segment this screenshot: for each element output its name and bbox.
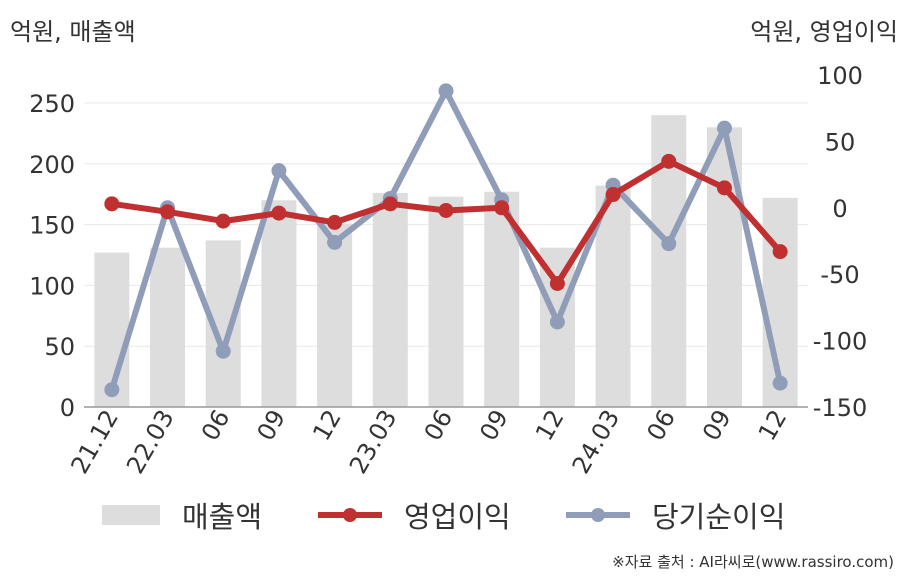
x-tick-label: 06 (196, 405, 236, 445)
point-op (271, 205, 287, 221)
point-net (438, 83, 454, 99)
legend-item-op: 영업이익 (318, 490, 511, 540)
point-op (104, 196, 120, 212)
bar-revenue (428, 196, 464, 407)
bar-revenue (372, 192, 408, 407)
x-tick-label: 12 (530, 405, 570, 445)
x-tick-label: 09 (474, 405, 514, 445)
x-tick-label: 06 (641, 405, 681, 445)
right-tick-label: -100 (813, 328, 867, 356)
legend-swatch-net-marker (591, 508, 605, 522)
point-op (438, 202, 454, 218)
bar-revenue (595, 185, 631, 407)
bar-layer (94, 115, 798, 407)
point-op (549, 275, 565, 291)
bar-revenue (317, 223, 353, 407)
point-net (772, 375, 788, 391)
legend-swatch-op-marker (343, 508, 357, 522)
combo-chart: 050100150200250-150-100-5005010021.1222.… (29, 62, 867, 479)
point-net (661, 236, 677, 252)
x-tick-label: 12 (753, 405, 793, 445)
left-tick-label: 0 (60, 394, 75, 422)
x-tick-label: 23.03 (344, 405, 403, 479)
point-net (104, 382, 120, 398)
x-tick-label: 12 (307, 405, 347, 445)
line-layer (104, 83, 788, 398)
legend-swatch-net (566, 508, 630, 522)
left-tick-label: 100 (29, 272, 75, 300)
point-op (382, 196, 398, 212)
legend-swatch-op (318, 508, 382, 522)
x-tick-label: 24.03 (567, 405, 626, 479)
point-net (549, 314, 565, 330)
legend-item-revenue: 매출액 (102, 490, 262, 540)
right-tick-label: 50 (825, 128, 856, 156)
point-op (605, 187, 621, 203)
point-op (215, 213, 231, 229)
bar-revenue (706, 127, 742, 407)
point-op (661, 153, 677, 169)
x-tick-label: 09 (252, 405, 292, 445)
legend: 매출액 영업이익 당기순이익 (0, 490, 908, 540)
legend-label-net: 당기순이익 (652, 500, 786, 534)
point-op (716, 180, 732, 196)
right-tick-label: -50 (820, 261, 859, 289)
source-note: ※자료 출처 : AI라씨로(www.rassiro.com) (612, 553, 894, 571)
x-tick-label: 06 (419, 405, 459, 445)
right-tick-label: 0 (832, 195, 847, 223)
legend-label-op: 영업이익 (404, 500, 511, 534)
right-tick-label: -150 (813, 394, 867, 422)
right-axis-unit-label: 억원, 영업이익 (750, 18, 898, 46)
legend-item-net: 당기순이익 (566, 490, 785, 540)
left-tick-label: 50 (44, 333, 75, 361)
legend-swatch-revenue (102, 505, 160, 525)
legend-swatch-revenue-rect (102, 505, 160, 525)
point-net (716, 120, 732, 136)
point-op (160, 204, 176, 220)
point-net (271, 163, 287, 179)
x-tick-label: 09 (697, 405, 737, 445)
x-tick-label: 22.03 (121, 405, 180, 479)
legend-label-revenue: 매출액 (182, 500, 263, 534)
right-tick-label: 100 (817, 62, 863, 90)
left-tick-label: 250 (29, 90, 75, 118)
point-op (772, 244, 788, 260)
left-tick-label: 150 (29, 212, 75, 240)
left-tick-label: 200 (29, 151, 75, 179)
bar-revenue (150, 247, 186, 407)
point-op (327, 214, 343, 230)
point-net (327, 234, 343, 250)
point-op (494, 200, 510, 216)
left-axis-unit-label: 억원, 매출액 (10, 18, 136, 46)
bar-revenue (261, 200, 297, 407)
point-net (215, 343, 231, 359)
